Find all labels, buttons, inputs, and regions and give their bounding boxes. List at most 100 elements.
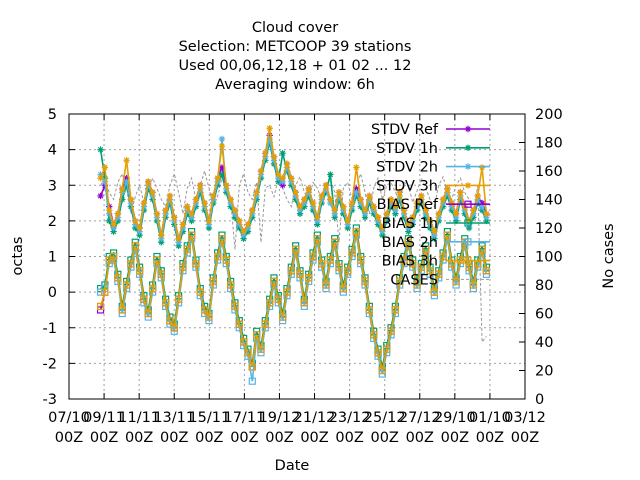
data-point: [483, 217, 490, 225]
y-axis-label: octas: [10, 237, 26, 276]
data-point: [101, 174, 109, 182]
data-point: [396, 196, 403, 203]
data-point: [309, 199, 317, 207]
data-point: [205, 313, 213, 321]
data-point: [179, 221, 187, 228]
data-point: [162, 206, 169, 214]
data-point: [249, 206, 256, 214]
data-point: [396, 189, 403, 196]
data-point: [96, 302, 105, 310]
y-tick-label: 3: [48, 178, 57, 194]
x-tick-label: 01/10: [469, 410, 511, 426]
data-point: [288, 178, 295, 185]
legend-marker: [464, 125, 472, 133]
y2-tick-label: 160: [535, 164, 563, 180]
data-point: [309, 252, 317, 261]
data-point: [114, 210, 122, 217]
data-point: [318, 192, 325, 200]
data-point: [409, 260, 417, 268]
data-point: [331, 238, 339, 246]
data-point: [301, 199, 308, 207]
data-point: [435, 210, 442, 217]
data-point: [344, 221, 351, 228]
data-point: [327, 199, 334, 207]
data-point: [365, 306, 373, 314]
data-point: [218, 142, 226, 150]
title-line: Selection: METCOOP 39 stations: [179, 39, 412, 55]
data-point: [262, 149, 269, 157]
data-point: [404, 238, 412, 246]
data-point: [205, 221, 213, 228]
data-point: [266, 135, 273, 143]
data-point: [236, 217, 243, 225]
data-point: [136, 231, 143, 239]
data-point: [122, 281, 131, 289]
data-point: [97, 192, 104, 200]
data-point: [335, 192, 343, 200]
data-point: [482, 267, 491, 275]
data-point: [301, 196, 308, 203]
data-point: [253, 331, 261, 339]
data-point: [101, 164, 109, 171]
data-point: [405, 228, 412, 235]
data-point: [184, 210, 191, 217]
data-point: [240, 228, 247, 235]
data-point: [106, 210, 113, 217]
x-tick-label: 00Z: [125, 430, 153, 446]
y2-tick-label: 200: [535, 107, 563, 123]
data-point: [391, 306, 399, 314]
data-point: [127, 260, 135, 268]
data-point: [314, 221, 321, 228]
data-point: [370, 206, 377, 214]
data-point: [279, 182, 286, 189]
data-point: [305, 185, 312, 193]
data-point: [283, 160, 291, 168]
data-point: [283, 288, 291, 296]
legend-item: STDV 2h: [376, 160, 490, 176]
y2-tick-label: 0: [535, 392, 544, 408]
data-point: [114, 214, 122, 221]
data-point: [383, 214, 390, 221]
data-point: [413, 203, 421, 210]
data-point: [374, 217, 382, 225]
data-point: [470, 206, 477, 214]
data-point: [223, 185, 230, 193]
chart-title: Cloud cover Selection: METCOOP 39 statio…: [179, 20, 412, 93]
data-point: [196, 288, 204, 296]
data-point: [448, 199, 455, 207]
data-point: [218, 135, 226, 143]
data-point: [314, 214, 321, 221]
data-point: [244, 224, 252, 232]
data-point: [236, 221, 243, 228]
data-point: [275, 171, 282, 178]
y2-tick-label: 120: [535, 221, 563, 237]
data-point: [443, 231, 451, 239]
x-tick-label: 00Z: [90, 430, 118, 446]
x-tick-label: 29/10: [434, 410, 476, 426]
legend-item: STDV 3h: [376, 178, 490, 194]
data-point: [439, 203, 447, 210]
data-point: [474, 199, 481, 207]
series-stdv-3h: [97, 125, 490, 242]
y2-tick-label: 100: [535, 250, 563, 266]
data-point: [396, 192, 403, 200]
data-point: [370, 203, 377, 210]
data-point: [470, 214, 477, 221]
data-point: [223, 182, 230, 189]
data-point: [431, 235, 438, 242]
data-point: [392, 203, 399, 210]
data-point: [231, 206, 239, 214]
x-tick-label: 15/11: [188, 410, 230, 426]
data-point: [218, 171, 226, 178]
data-point: [127, 196, 135, 203]
data-point: [244, 228, 252, 235]
legend-item: STDV 1h: [376, 141, 490, 157]
data-point: [439, 199, 447, 207]
data-point: [387, 203, 395, 210]
data-point: [309, 206, 317, 214]
data-point: [184, 206, 191, 214]
data-point: [227, 281, 235, 289]
data-point: [244, 349, 252, 357]
data-point: [474, 192, 481, 200]
y2-tick-label: 80: [535, 278, 553, 294]
